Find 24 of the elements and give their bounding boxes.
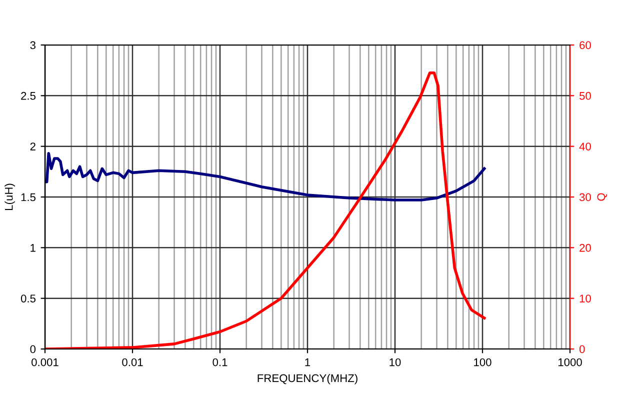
y-tick-label: 0.5 [20,294,36,302]
x-tick-label: 1000 [558,358,582,366]
x-tick-label: 1 [305,358,310,366]
y2-tick-label: 20 [580,244,591,252]
y-tick-label: 0 [30,345,36,354]
x-tick-label: 100 [474,358,492,366]
y-tick-label: 2.5 [21,92,36,100]
y-tick-label: 1.5 [21,193,36,202]
x-axis-title: FREQUENCY(MHZ) [258,374,358,384]
y-axis-title: L(uH) [4,184,15,210]
y2-tick-label: 10 [580,294,591,302]
y2-tick-label: 50 [579,92,591,100]
x-tick-label: 10 [390,358,401,366]
y-tick-label: 3 [30,41,36,50]
y2-tick-label: 60 [580,41,591,50]
y2-axis-title: Q [597,193,608,201]
y2-tick-label: 30 [579,193,591,202]
x-tick-label: 0.1 [212,358,228,366]
y-tick-label: 2 [30,142,36,150]
x-tick-label: 0.01 [122,358,143,366]
y-tick-label: 1 [30,244,36,252]
y2-tick-label: 40 [579,142,591,150]
y2-tick-label: 0 [579,345,585,354]
x-tick-label: 0.001 [32,358,58,366]
